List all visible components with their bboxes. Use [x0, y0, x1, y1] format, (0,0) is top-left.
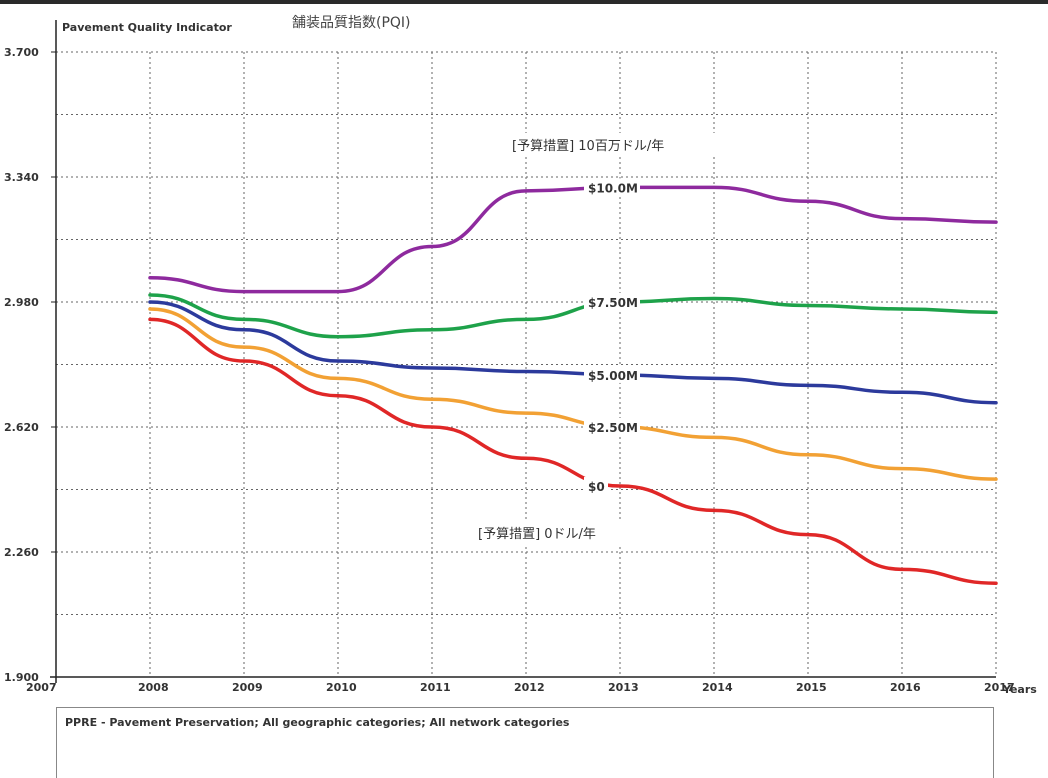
series-line	[148, 317, 998, 585]
series-label-bg	[584, 178, 640, 196]
y-tick-label: 3.340	[4, 171, 39, 184]
y-tick-label: 2.260	[4, 546, 39, 559]
x-tick-label: 2017	[984, 681, 1015, 694]
x-tick-label: 2015	[796, 681, 827, 694]
x-tick-label: 2008	[138, 681, 169, 694]
y-tick-label: 2.620	[4, 421, 39, 434]
series-lines	[148, 185, 998, 585]
series-line	[148, 307, 998, 481]
x-tick-label: 2014	[702, 681, 733, 694]
y-axis-label: Pavement Quality Indicator	[62, 21, 232, 34]
chart-title: 舗装品質指数(PQI)	[292, 15, 411, 31]
y-tick-label: 3.700	[4, 46, 39, 59]
x-axis-label: Years	[1002, 683, 1037, 696]
x-tick-label: 2009	[232, 681, 263, 694]
annotation-bg-top	[505, 133, 730, 157]
annotation-top: [予算措置] 10百万ドル/年	[512, 139, 664, 154]
series-label: $7.50M	[588, 296, 638, 310]
x-tick-label: 2007	[26, 681, 57, 694]
x-tick-label: 2012	[514, 681, 545, 694]
series-label: $0	[588, 480, 605, 494]
series-label: $2.50M	[588, 421, 638, 435]
x-tick-label: 2016	[890, 681, 921, 694]
legend-box: PPRE - Pavement Preservation; All geogra…	[56, 707, 994, 778]
series-line	[148, 185, 998, 294]
series-label: $5.00M	[588, 369, 638, 383]
x-tick-label: 2013	[608, 681, 639, 694]
series-label-bg	[584, 293, 640, 310]
series-line	[148, 300, 998, 405]
tick-labels: 1.900 2.260 2.620 2.980 3.340 3.700 2007 2008 20…	[4, 46, 1015, 694]
grid	[56, 51, 997, 677]
x-tick-label: 2011	[420, 681, 451, 694]
series-label-bg	[584, 477, 608, 495]
y-tick-label: 2.980	[4, 296, 39, 309]
series-line	[148, 293, 998, 339]
series-label-bg	[584, 418, 640, 435]
legend-note: PPRE - Pavement Preservation; All geogra…	[65, 716, 570, 729]
x-tick-label: 2010	[326, 681, 357, 694]
annotation-bg-bottom	[470, 520, 670, 546]
series-label: $10.0M	[588, 181, 638, 195]
axes	[50, 20, 996, 683]
series-label-bg	[584, 365, 640, 383]
annotation-bottom: [予算措置] 0ドル/年	[478, 527, 596, 542]
y-tick-label: 1.900	[4, 671, 39, 684]
chart-svg: 1.900 2.260 2.620 2.980 3.340 3.700 2007 2008 20…	[4, 15, 1037, 696]
series-labels: $10.0M $7.50M $5.00M $2.50M $0	[584, 178, 640, 495]
top-border	[0, 0, 1048, 4]
